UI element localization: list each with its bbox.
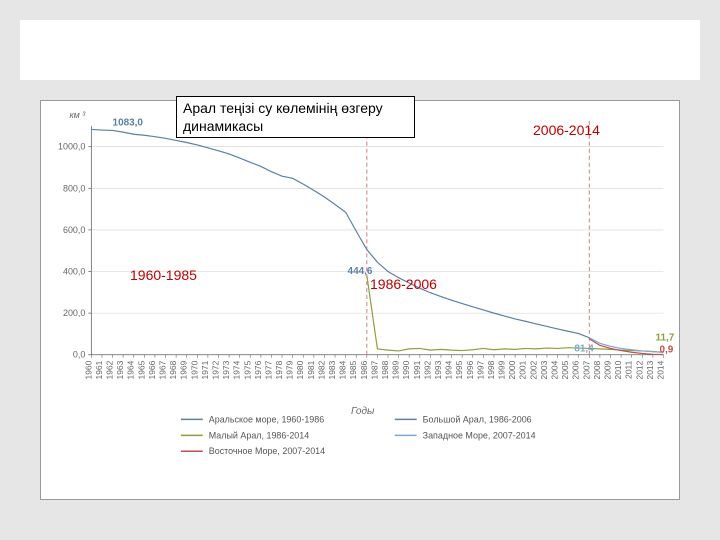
svg-text:2006: 2006: [571, 360, 581, 379]
svg-text:1962: 1962: [105, 360, 115, 379]
svg-text:1000,0: 1000,0: [58, 142, 85, 152]
svg-text:2009: 2009: [603, 360, 613, 379]
svg-text:1987: 1987: [369, 360, 379, 379]
svg-text:2003: 2003: [539, 360, 549, 379]
svg-text:1963: 1963: [115, 360, 125, 379]
period-label-2: 2006-2014: [533, 122, 600, 138]
chart-card: 0,0200,0400,0600,0800,01000,0км ³1960196…: [40, 100, 680, 500]
svg-text:1969: 1969: [179, 360, 189, 379]
svg-text:2013: 2013: [645, 360, 655, 379]
chart-svg: 0,0200,0400,0600,0800,01000,0км ³1960196…: [41, 101, 679, 499]
svg-text:1966: 1966: [147, 360, 157, 379]
svg-text:Малый Арал, 1986-2014: Малый Арал, 1986-2014: [209, 430, 309, 440]
svg-text:1961: 1961: [94, 360, 104, 379]
svg-text:2007: 2007: [581, 360, 591, 379]
svg-text:81,4: 81,4: [574, 344, 594, 355]
svg-text:2010: 2010: [613, 360, 623, 379]
svg-text:1986: 1986: [359, 360, 369, 379]
svg-text:1991: 1991: [412, 360, 422, 379]
svg-text:1998: 1998: [486, 360, 496, 379]
svg-text:0,0: 0,0: [73, 350, 85, 360]
svg-text:600,0: 600,0: [63, 225, 85, 235]
svg-text:2002: 2002: [528, 360, 538, 379]
svg-text:1981: 1981: [306, 360, 316, 379]
svg-text:1985: 1985: [348, 360, 358, 379]
svg-text:1974: 1974: [232, 360, 242, 379]
svg-text:1984: 1984: [338, 360, 348, 379]
svg-text:1968: 1968: [168, 360, 178, 379]
svg-text:км ³: км ³: [69, 110, 86, 120]
svg-text:1988: 1988: [380, 360, 390, 379]
svg-text:2008: 2008: [592, 360, 602, 379]
svg-text:1980: 1980: [295, 360, 305, 379]
svg-text:2001: 2001: [518, 360, 528, 379]
svg-text:200,0: 200,0: [63, 308, 85, 318]
svg-text:1967: 1967: [158, 360, 168, 379]
header-bar: [20, 20, 700, 80]
svg-text:1964: 1964: [126, 360, 136, 379]
svg-text:2011: 2011: [624, 360, 634, 378]
svg-text:2014: 2014: [655, 360, 665, 379]
svg-text:1995: 1995: [454, 360, 464, 379]
svg-text:1976: 1976: [253, 360, 263, 379]
svg-text:Аральское море, 1960-1986: Аральское море, 1960-1986: [209, 414, 324, 424]
period-label-1: 1986-2006: [370, 276, 437, 292]
slide: 0,0200,0400,0600,0800,01000,0км ³1960196…: [0, 0, 720, 540]
svg-text:1982: 1982: [316, 360, 326, 379]
svg-text:1996: 1996: [465, 360, 475, 379]
svg-text:1960: 1960: [83, 360, 93, 379]
svg-text:1994: 1994: [444, 360, 454, 379]
svg-text:0,9: 0,9: [659, 345, 673, 356]
svg-text:1973: 1973: [221, 360, 231, 379]
svg-text:1977: 1977: [263, 360, 273, 379]
svg-text:2004: 2004: [550, 360, 560, 379]
svg-text:1983: 1983: [327, 360, 337, 379]
svg-text:1972: 1972: [210, 360, 220, 379]
svg-text:1989: 1989: [391, 360, 401, 379]
svg-text:1971: 1971: [200, 360, 210, 379]
svg-text:1970: 1970: [189, 360, 199, 379]
chart-title-box: Арал теңізі су көлемінің өзгеру динамика…: [176, 96, 415, 138]
svg-text:1965: 1965: [136, 360, 146, 379]
svg-text:1990: 1990: [401, 360, 411, 379]
svg-text:Большой Арал, 1986-2006: Большой Арал, 1986-2006: [423, 414, 532, 424]
svg-text:Восточное Море, 2007-2014: Восточное Море, 2007-2014: [209, 446, 325, 456]
svg-text:1979: 1979: [285, 360, 295, 379]
period-label-0: 1960-1985: [130, 267, 197, 283]
svg-text:1999: 1999: [497, 360, 507, 379]
svg-text:2000: 2000: [507, 360, 517, 379]
svg-text:Западное Море, 2007-2014: Западное Море, 2007-2014: [423, 430, 536, 440]
svg-text:1975: 1975: [242, 360, 252, 379]
x-axis-title: Годы: [351, 406, 374, 417]
svg-text:1083,0: 1083,0: [113, 117, 144, 128]
svg-text:1997: 1997: [475, 360, 485, 379]
svg-text:1993: 1993: [433, 360, 443, 379]
svg-text:11,7: 11,7: [656, 332, 675, 343]
svg-text:2005: 2005: [560, 360, 570, 379]
svg-text:1992: 1992: [422, 360, 432, 379]
svg-text:1978: 1978: [274, 360, 284, 379]
svg-text:400,0: 400,0: [63, 266, 85, 276]
svg-text:2012: 2012: [634, 360, 644, 379]
svg-text:800,0: 800,0: [63, 183, 85, 193]
